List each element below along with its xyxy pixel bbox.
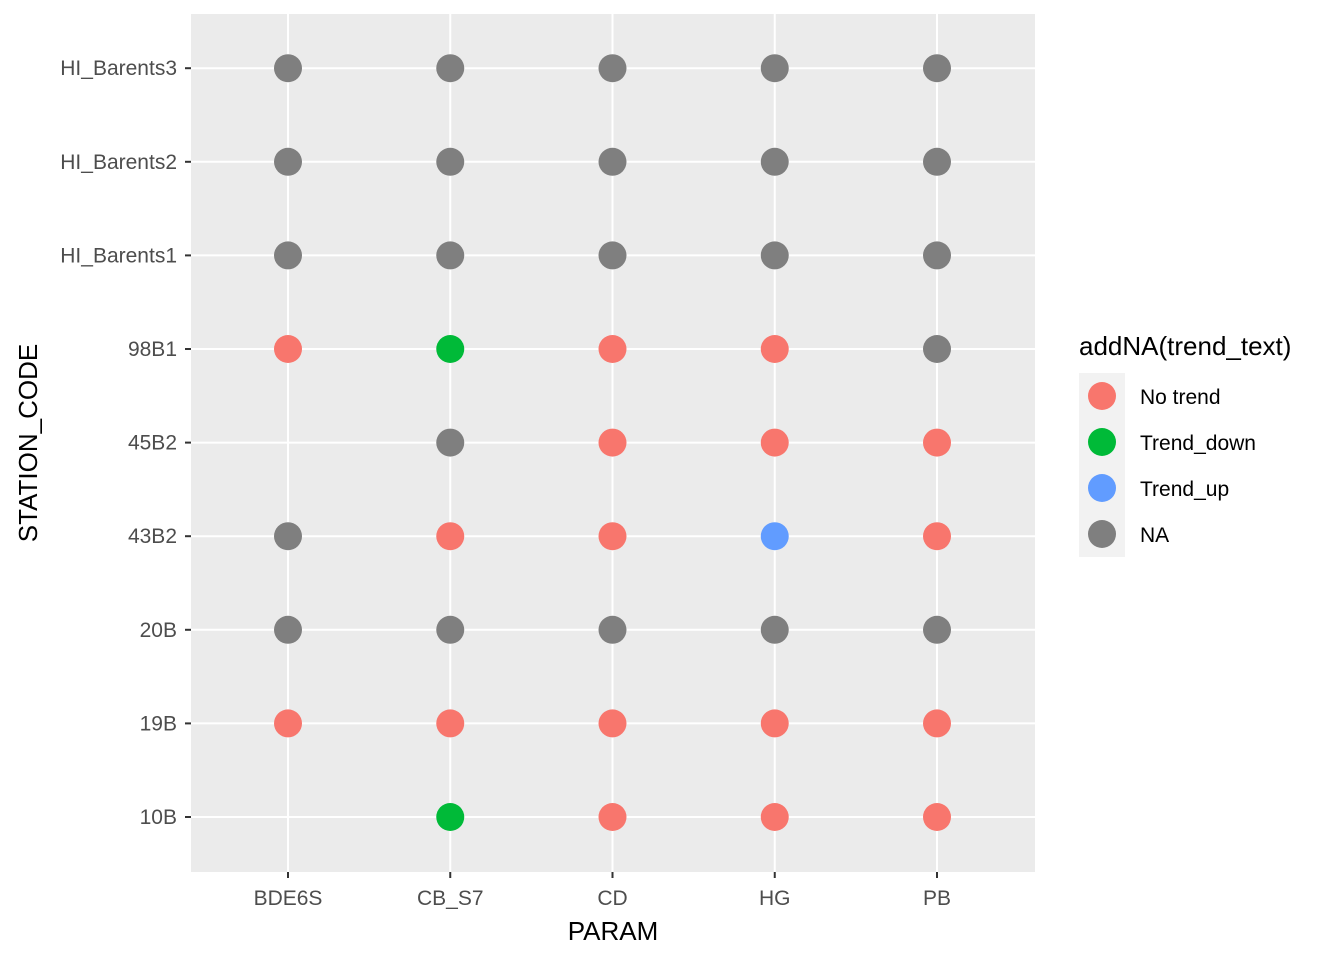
y-tick-label: 45B2 [128, 432, 177, 455]
data-point [598, 709, 627, 738]
data-point [436, 335, 465, 363]
data-point [436, 522, 465, 551]
data-point [436, 428, 465, 457]
data-point [923, 709, 951, 738]
data-point [923, 54, 951, 83]
data-point [598, 803, 627, 831]
y-axis-ticks: 10B 19B 20B 43B2 45B2 98B1 HI_Barents1 HI_Baren… [60, 57, 191, 829]
data-points [274, 54, 951, 831]
legend-entries: No trend Trend_down Trend_up NA [1079, 373, 1256, 557]
data-point [598, 615, 627, 644]
data-point [760, 803, 789, 831]
data-point [760, 709, 789, 738]
data-point [436, 54, 465, 83]
y-tick-label: 10B [140, 806, 177, 829]
data-point [923, 803, 951, 831]
data-point [274, 241, 302, 270]
x-tick-label: CB_S7 [417, 887, 484, 910]
legend-key-swatch [1088, 428, 1116, 456]
data-point [274, 54, 302, 83]
data-point [436, 615, 465, 644]
y-axis-title: STATION_CODE [13, 344, 43, 542]
data-point [598, 335, 627, 363]
data-point [274, 335, 302, 363]
data-point [598, 54, 627, 83]
legend-entry-label: Trend_down [1140, 432, 1256, 455]
data-point [760, 241, 789, 270]
x-axis-ticks: BDE6S CB_S7 CD HG PB [254, 872, 951, 910]
data-point [760, 54, 789, 83]
legend-title: addNA(trend_text) [1079, 331, 1291, 361]
y-tick-label: 19B [140, 712, 177, 735]
data-point [923, 428, 951, 457]
data-point [436, 241, 465, 270]
data-point [598, 241, 627, 270]
data-point [923, 147, 951, 176]
data-point [274, 709, 302, 738]
data-point [274, 147, 302, 176]
y-tick-label: HI_Barents2 [60, 151, 177, 174]
x-tick-label: HG [759, 887, 791, 910]
legend-entry-label: No trend [1140, 386, 1221, 409]
data-point [923, 335, 951, 363]
data-point [760, 428, 789, 457]
legend-key-swatch [1088, 474, 1116, 502]
y-tick-label: HI_Barents3 [60, 57, 177, 80]
data-point [436, 803, 465, 831]
data-point [923, 241, 951, 270]
data-point [760, 615, 789, 644]
data-point [760, 522, 789, 551]
x-tick-label: BDE6S [254, 887, 323, 910]
y-tick-label: HI_Barents1 [60, 244, 177, 267]
y-tick-label: 43B2 [128, 525, 177, 548]
y-tick-label: 98B1 [128, 338, 177, 361]
legend: addNA(trend_text) No trend Trend_down Tren… [1079, 331, 1291, 557]
data-point [436, 709, 465, 738]
data-point [760, 147, 789, 176]
data-point [760, 335, 789, 363]
data-point [274, 615, 302, 644]
data-point [923, 522, 951, 551]
x-axis-title: PARAM [568, 916, 659, 946]
data-point [436, 147, 465, 176]
data-point [274, 522, 302, 551]
data-point [923, 615, 951, 644]
x-tick-label: CD [597, 887, 627, 910]
y-tick-label: 20B [140, 619, 177, 642]
x-tick-label: PB [923, 887, 951, 910]
legend-entry-label: NA [1140, 524, 1169, 547]
legend-key-swatch [1088, 520, 1116, 548]
legend-key-swatch [1088, 382, 1116, 410]
data-point [598, 428, 627, 457]
data-point [598, 522, 627, 551]
legend-entry-label: Trend_up [1140, 478, 1229, 501]
data-point [598, 147, 627, 176]
